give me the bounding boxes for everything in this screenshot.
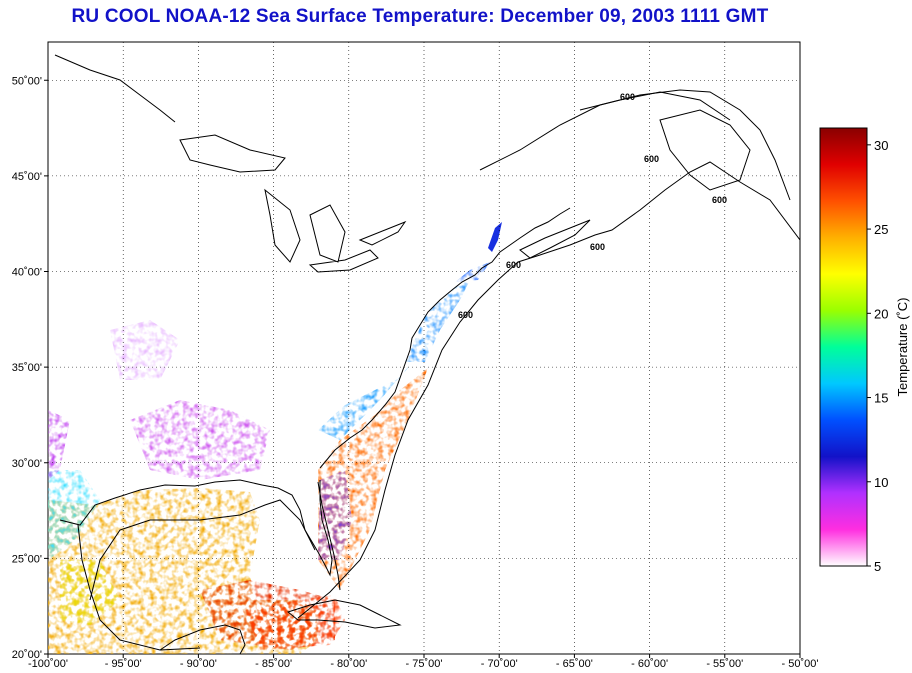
- sst-atlantic-cloud: [318, 470, 352, 560]
- lat-tick-label: 45˚00': [12, 171, 42, 183]
- sst-new-england: [455, 262, 490, 282]
- sst-cloud-magenta-north: [130, 400, 270, 480]
- longitude-labels: -100˚00' - 95˚00' - 90˚00' - 85˚00' - 80˚00'…: [28, 658, 818, 670]
- sst-gulf-of-st-lawrence: [488, 222, 502, 252]
- quebec-labrador: [479, 89, 791, 201]
- sst-imagery: [48, 222, 502, 654]
- contour-line-gulf: [89, 499, 316, 601]
- cuba: [286, 599, 402, 629]
- yucatan: [159, 624, 246, 654]
- sst-cloud-magenta-west: [48, 410, 70, 480]
- lon-tick-label: - 70˚00': [481, 658, 518, 670]
- colorbar-ticks: 5 10 15 20 25 30: [867, 138, 888, 574]
- colorbar-tick-label: 5: [874, 559, 881, 574]
- contour-label-1: 600: [620, 92, 635, 102]
- lon-tick-label: - 85˚00': [255, 658, 292, 670]
- lon-tick-label: - 80˚00': [330, 658, 367, 670]
- lat-tick-label: 30˚00': [12, 458, 42, 470]
- sst-straits: [245, 595, 345, 650]
- latitude-labels: 20˚00' 25˚00' 30˚00' 35˚00' 40˚00' 45˚00' 50˚0…: [12, 75, 42, 661]
- coastlines: [54, 54, 791, 654]
- us-east-coast: [319, 207, 571, 469]
- lat-tick-label: 50˚00': [12, 75, 42, 87]
- sst-cloud-light: [110, 320, 180, 380]
- lat-tick-label: 25˚00': [12, 553, 42, 565]
- contour-label-5: 600: [458, 310, 473, 320]
- lon-tick-label: -100˚00': [28, 658, 68, 670]
- florida: [317, 481, 341, 591]
- lon-tick-label: - 50˚00': [782, 658, 819, 670]
- colorbar-ramp: [819, 127, 868, 567]
- nova-scotia: [519, 219, 591, 259]
- lon-tick-label: - 75˚00': [406, 658, 443, 670]
- lon-tick-label: - 65˚00': [556, 658, 593, 670]
- colorbar-label: Temperature (˚C): [895, 298, 910, 397]
- great-lakes: [179, 134, 407, 273]
- contour-labels: 600 600 600 600 600 600: [458, 92, 727, 320]
- lon-tick-label: - 90˚00': [180, 658, 217, 670]
- gulf-coast: [59, 479, 333, 577]
- colorbar-tick-label: 30: [874, 138, 888, 153]
- colorbar-tick-label: 20: [874, 306, 888, 321]
- map-title: RU COOL NOAA-12 Sea Surface Temperature:…: [71, 6, 769, 27]
- colorbar-tick-label: 10: [874, 475, 888, 490]
- newfoundland: [659, 109, 751, 191]
- lon-tick-label: - 60˚00': [631, 658, 668, 670]
- colorbar-tick-label: 15: [874, 391, 888, 406]
- lon-tick-label: - 95˚00': [105, 658, 142, 670]
- contour-label-2: 600: [712, 195, 727, 205]
- hudson-bay-shore: [54, 54, 176, 123]
- contour-label-6: 600: [644, 154, 659, 164]
- sst-gulf-yellow: [60, 560, 120, 625]
- lat-tick-label: 35˚00': [12, 362, 42, 374]
- sst-mid-atlantic: [405, 280, 470, 362]
- contour-line-shelf-edge: [297, 161, 800, 619]
- contour-line-labrador: [579, 91, 731, 121]
- lat-tick-label: 40˚00': [12, 267, 42, 279]
- contour-label-4: 600: [506, 260, 521, 270]
- colorbar: 5 10 15 20 25 30 Temperature (˚C): [819, 127, 910, 574]
- colorbar-tick-label: 25: [874, 222, 888, 237]
- contour-label-3: 600: [590, 242, 605, 252]
- sst-west-cool: [48, 470, 100, 560]
- lat-tick-label: 20˚00': [12, 649, 42, 661]
- sst-shelf-cool: [318, 365, 410, 440]
- graticule: [44, 42, 801, 658]
- depth-contour-600: [89, 91, 800, 619]
- lon-tick-label: - 55˚00': [706, 658, 743, 670]
